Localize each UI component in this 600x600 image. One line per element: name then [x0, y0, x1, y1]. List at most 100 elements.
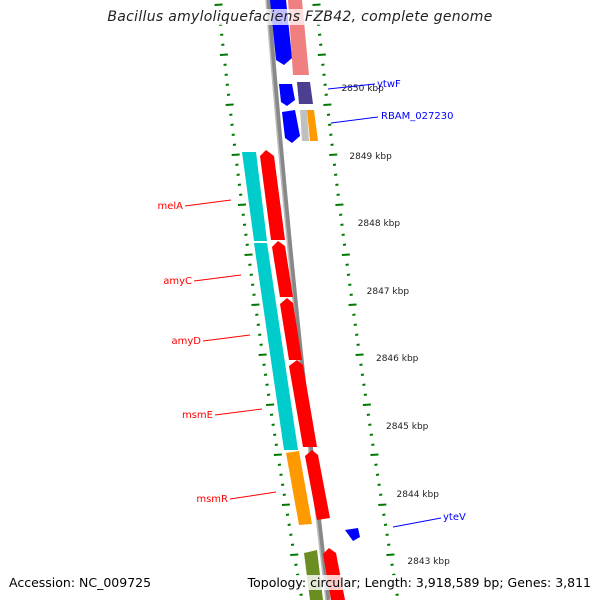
scale-labels: 2850 kbp 2849 kbp 2848 kbp 2847 kbp 2846 kbp…: [341, 84, 450, 567]
scale-tick: [220, 33, 224, 36]
scale-tick: [392, 573, 396, 576]
scale-tick: [239, 193, 243, 196]
scale-tick: [251, 303, 260, 306]
scale-tick: [258, 353, 267, 356]
label-msmE[interactable]: msmE: [182, 410, 213, 421]
scale-tick: [360, 373, 365, 376]
scale-tick: [352, 313, 356, 316]
gene-ytwF[interactable]: [297, 82, 313, 104]
scale-tick: [281, 503, 290, 506]
scale-tick: [237, 203, 247, 206]
scale-tick: [341, 233, 345, 236]
scale-tick: [250, 283, 255, 286]
scale-tick: [256, 323, 260, 326]
scale-tick: [345, 263, 349, 266]
label-amyC[interactable]: amyC: [163, 276, 192, 287]
scale-label: 2848 kbp: [358, 219, 401, 229]
label-ytwF[interactable]: ytwF: [377, 79, 401, 90]
scale-tick: [355, 333, 359, 336]
scale-tick: [359, 363, 363, 366]
label-melA[interactable]: melA: [157, 201, 183, 212]
scale-tick: [362, 403, 371, 406]
scale-tick: [269, 413, 274, 416]
scale-tick: [266, 393, 271, 396]
scale-label: 2847 kbp: [367, 287, 410, 297]
genome-summary: Topology: circular; Length: 3,918,589 bp…: [247, 575, 591, 590]
gene-amyC[interactable]: [272, 241, 293, 297]
scale-tick: [387, 543, 391, 546]
scale-tick: [323, 103, 332, 106]
scale-tick: [224, 73, 228, 76]
gene-cyan[interactable]: [254, 243, 298, 450]
scale-tick: [363, 393, 368, 396]
scale-tick: [273, 453, 282, 456]
scale-tick: [263, 373, 268, 376]
gene-forward[interactable]: [279, 84, 295, 106]
scale-tick: [262, 363, 266, 366]
scale-tick: [282, 493, 286, 496]
label-amyD[interactable]: amyD: [172, 336, 202, 347]
scale-tick: [356, 343, 360, 346]
scale-tick: [221, 43, 225, 46]
scale-tick: [378, 503, 387, 506]
scale-ticks: [214, 3, 399, 596]
scale-tick: [369, 433, 374, 436]
scale-tick: [329, 153, 338, 156]
gene-melA[interactable]: [242, 152, 267, 241]
scale-tick: [379, 493, 383, 496]
scale-tick: [330, 143, 334, 146]
scale-tick: [219, 53, 229, 56]
scale-tick: [280, 483, 285, 486]
gene-msmR[interactable]: [286, 451, 312, 525]
scale-tick: [273, 433, 277, 436]
scale-tick: [353, 323, 357, 326]
scale-tick: [230, 123, 234, 126]
scale-tick: [348, 303, 357, 306]
gene-amyD[interactable]: [280, 298, 302, 360]
scale-label: 2845 kbp: [386, 422, 429, 432]
gene-forward[interactable]: [282, 110, 300, 143]
gene-yteV[interactable]: [345, 528, 360, 541]
gene-reverse[interactable]: [260, 150, 285, 240]
label-msmR[interactable]: msmR: [196, 494, 228, 505]
scale-tick: [390, 563, 394, 566]
scale-label: 2843 kbp: [407, 557, 450, 567]
scale-tick: [317, 33, 322, 36]
scale-tick: [317, 53, 326, 56]
scale-tick: [258, 333, 262, 336]
scale-tick: [335, 183, 339, 186]
scale-tick: [375, 473, 380, 476]
gene-gray[interactable]: [300, 110, 309, 141]
gene-msmE[interactable]: [289, 360, 317, 447]
map-title: Bacillus amyloliquefaciens FZB42, comple…: [0, 9, 600, 25]
scale-tick: [235, 163, 239, 166]
scale-tick: [231, 133, 235, 136]
scale-tick: [374, 463, 378, 466]
scale-tick: [329, 133, 333, 136]
scale-tick: [274, 443, 278, 446]
scale-tick: [226, 93, 231, 96]
scale-tick: [277, 463, 282, 466]
scale-tick: [348, 283, 352, 286]
gene-RBAM_027230[interactable]: [307, 110, 318, 141]
label-RBAM_027230[interactable]: RBAM_027230: [381, 111, 453, 122]
scale-tick: [259, 343, 263, 346]
scale-tick: [249, 273, 253, 276]
scale-tick: [321, 63, 325, 66]
scale-tick: [255, 313, 259, 316]
scale-tick: [265, 383, 269, 386]
scale-tick: [229, 113, 233, 116]
scale-tick: [366, 413, 371, 416]
gene-label-leaders: [184, 83, 442, 528]
scale-label: 2846 kbp: [376, 354, 419, 364]
scale-tick: [266, 403, 275, 406]
scale-tick: [362, 383, 366, 386]
scale-tick: [241, 213, 245, 216]
gene-reverse[interactable]: [305, 450, 330, 520]
scale-tick: [339, 213, 343, 216]
scale-tick: [294, 563, 298, 566]
label-yteV[interactable]: yteV: [443, 512, 466, 523]
scale-tick: [341, 253, 350, 256]
